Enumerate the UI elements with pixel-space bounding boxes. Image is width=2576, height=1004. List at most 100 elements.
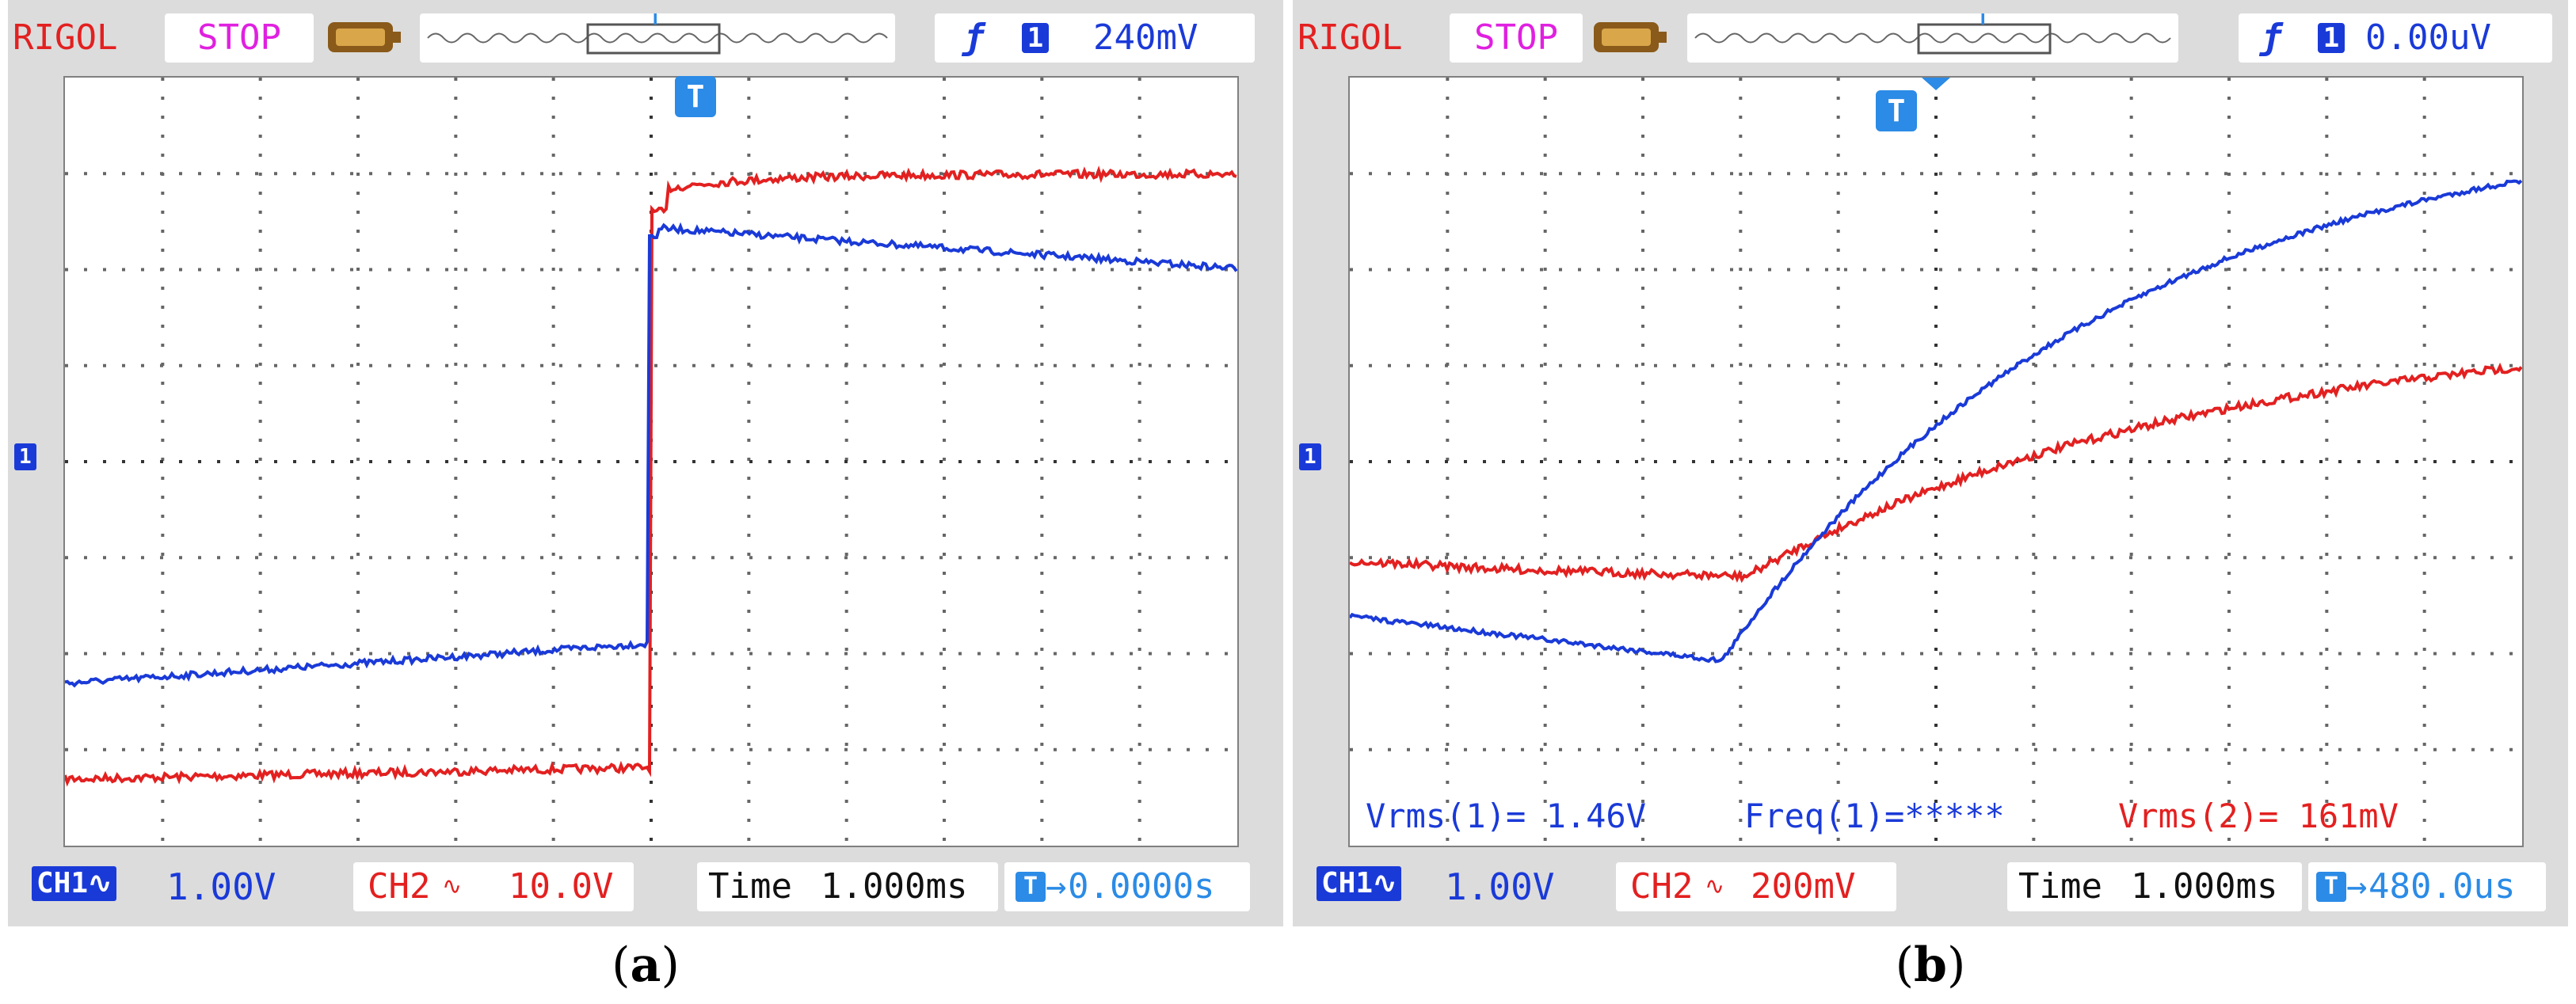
run-state-badge[interactable]: STOP bbox=[165, 13, 314, 63]
grid-dot bbox=[1711, 652, 1714, 656]
grid-dot bbox=[1654, 268, 1657, 272]
grid-dot bbox=[1388, 363, 1391, 367]
grid-dot bbox=[1016, 268, 1019, 272]
trigger-position-marker[interactable]: T bbox=[675, 76, 716, 117]
grid-dot bbox=[747, 477, 751, 480]
grid-dot bbox=[882, 363, 886, 367]
run-state-badge[interactable]: STOP bbox=[1450, 13, 1583, 63]
grid-dot bbox=[2129, 553, 2133, 556]
memory-depth-bar[interactable]: T bbox=[1687, 7, 2178, 63]
trigger-offset-info[interactable]: T → 0.0000s bbox=[1004, 862, 1250, 911]
waveform-display[interactable]: T bbox=[63, 76, 1239, 847]
grid-dot bbox=[1137, 420, 1141, 423]
grid-dot bbox=[1092, 268, 1095, 272]
ch1-scale[interactable]: 1.00V bbox=[166, 865, 276, 908]
grid-dot bbox=[369, 172, 372, 176]
grid-dot bbox=[1092, 652, 1095, 656]
grid-dot bbox=[1977, 556, 1980, 560]
grid-dot bbox=[747, 249, 751, 252]
grid-dot bbox=[1578, 172, 1581, 176]
grid-dot bbox=[844, 249, 848, 252]
grid-dot bbox=[274, 172, 277, 176]
grid-dot bbox=[2325, 439, 2329, 442]
trigger-offset-icon: T bbox=[2316, 872, 2346, 902]
grid-dot bbox=[747, 97, 751, 100]
grid-dot bbox=[882, 268, 886, 272]
grid-dot bbox=[1149, 268, 1152, 272]
grid-dot bbox=[356, 724, 360, 727]
grid-dot bbox=[1739, 401, 1743, 404]
grid-dot bbox=[2091, 172, 2094, 176]
grid-dot bbox=[1407, 172, 1410, 176]
grid-dot bbox=[1543, 496, 1547, 499]
grid-dot bbox=[258, 363, 262, 366]
grid-dot bbox=[2452, 363, 2456, 367]
grid-dot bbox=[1350, 363, 1353, 367]
grid-dot bbox=[1040, 135, 1044, 138]
grid-dot bbox=[1187, 556, 1190, 560]
grid-dot bbox=[844, 629, 848, 632]
grid-dot bbox=[2129, 572, 2133, 575]
grid-dot bbox=[1641, 230, 1644, 233]
grid-dot bbox=[863, 652, 867, 656]
grid-dot bbox=[551, 154, 555, 157]
timebase-info[interactable]: Time 1.000ms bbox=[697, 862, 998, 911]
grid-dot bbox=[1692, 747, 1695, 751]
grid-dot bbox=[2357, 556, 2361, 560]
grid-dot bbox=[356, 363, 360, 366]
grid-dot bbox=[1641, 363, 1644, 366]
ch1-ground-marker[interactable]: 1 bbox=[14, 443, 36, 470]
grid-dot bbox=[2452, 460, 2456, 463]
grid-dot bbox=[1446, 344, 1450, 347]
trigger-info[interactable]: ƒ 1 0.00uV bbox=[2239, 13, 2552, 63]
grid-dot bbox=[977, 747, 981, 751]
grid-dot bbox=[2034, 652, 2037, 656]
grid-dot bbox=[2227, 173, 2231, 176]
grid-dot bbox=[1863, 460, 1866, 463]
trigger-info[interactable]: ƒ 1 240mV bbox=[935, 13, 1255, 63]
grid-dot bbox=[445, 172, 448, 176]
ch1-scale[interactable]: 1.00V bbox=[1445, 865, 1555, 908]
grid-dot bbox=[161, 781, 165, 784]
timebase-info[interactable]: Time 1.000ms bbox=[2007, 862, 2302, 911]
grid-dot bbox=[943, 135, 946, 138]
waveform-display[interactable]: T Vrms(1)= 1.46V Freq(1)=***** Vrms(2)= … bbox=[1348, 76, 2524, 847]
grid-dot bbox=[2422, 648, 2426, 651]
grid-dot bbox=[356, 819, 360, 822]
ch2-info[interactable]: CH2 ∿ 10.0V bbox=[353, 862, 634, 911]
grid-dot bbox=[161, 458, 165, 461]
grid-dot bbox=[920, 556, 924, 560]
grid-dot bbox=[1934, 705, 1938, 708]
grid-dot bbox=[1739, 553, 1743, 556]
grid-dot bbox=[161, 553, 165, 556]
grid-dot bbox=[454, 420, 458, 423]
ch1-label[interactable]: CH1∿ bbox=[32, 866, 117, 901]
grid-dot bbox=[1543, 344, 1547, 347]
grid-dot bbox=[863, 747, 867, 751]
grid-dot bbox=[1446, 705, 1450, 708]
grid-dot bbox=[2167, 172, 2170, 176]
grid-dot bbox=[160, 363, 163, 367]
ch2-info[interactable]: CH2 ∿ 200mV bbox=[1616, 862, 1896, 911]
grid-dot bbox=[1040, 572, 1044, 575]
trigger-position-marker[interactable]: T bbox=[1876, 90, 1917, 131]
grid-dot bbox=[2376, 652, 2380, 656]
grid-dot bbox=[673, 747, 676, 751]
grid-dot bbox=[2227, 819, 2231, 822]
grid-dot bbox=[2129, 382, 2133, 385]
grid-dot bbox=[1040, 591, 1044, 594]
grid-dot bbox=[749, 556, 753, 560]
trigger-offset-info[interactable]: T → 480.0us bbox=[2308, 862, 2546, 911]
grid-dot bbox=[787, 460, 791, 463]
memory-depth-bar[interactable]: T bbox=[420, 7, 895, 63]
grid-dot bbox=[844, 724, 848, 727]
ch1-ground-marker[interactable]: 1 bbox=[1299, 443, 1321, 470]
grid-dot bbox=[2129, 135, 2133, 138]
ch1-label[interactable]: CH1∿ bbox=[1317, 866, 1402, 901]
grid-dot bbox=[2325, 135, 2329, 138]
top-status-bar: RIGOL STOP T ƒ 1 240mV bbox=[8, 0, 1283, 76]
grid-dot bbox=[943, 420, 946, 423]
grid-dot bbox=[356, 762, 360, 765]
grid-dot bbox=[1543, 135, 1547, 138]
grid-dot bbox=[977, 172, 981, 176]
